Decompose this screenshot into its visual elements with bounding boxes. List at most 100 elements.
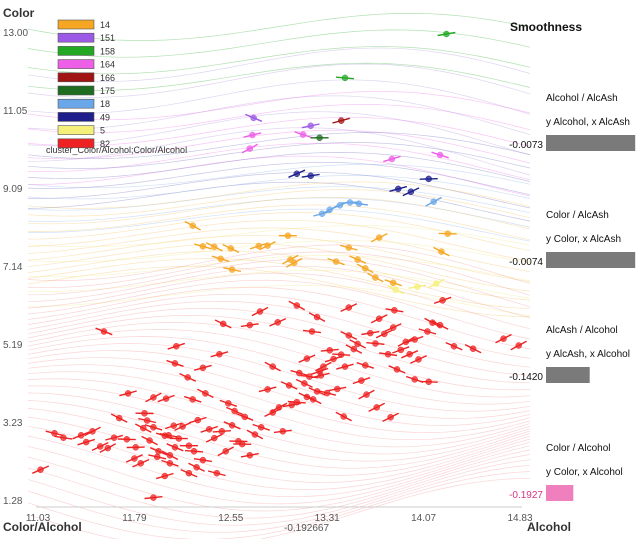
data-point-82[interactable] bbox=[439, 297, 446, 304]
data-point-82[interactable] bbox=[411, 336, 418, 343]
data-point-82[interactable] bbox=[246, 452, 254, 459]
data-point-14[interactable] bbox=[438, 248, 445, 255]
data-point-82[interactable] bbox=[173, 343, 180, 350]
data-point-82[interactable] bbox=[337, 351, 345, 358]
data-point-82[interactable] bbox=[222, 448, 229, 455]
data-point-82[interactable] bbox=[185, 442, 193, 449]
data-point-82[interactable] bbox=[189, 396, 196, 403]
data-point-82[interactable] bbox=[387, 414, 394, 421]
data-point-82[interactable] bbox=[381, 330, 388, 338]
data-point-82[interactable] bbox=[256, 308, 264, 315]
data-point-82[interactable] bbox=[415, 356, 422, 363]
data-point-82[interactable] bbox=[143, 417, 151, 424]
data-point-18[interactable] bbox=[326, 206, 333, 213]
data-point-82[interactable] bbox=[185, 469, 193, 477]
data-point-82[interactable] bbox=[274, 319, 281, 326]
data-point-82[interactable] bbox=[397, 346, 405, 354]
data-point-14[interactable] bbox=[332, 258, 340, 265]
data-point-82[interactable] bbox=[323, 389, 331, 397]
data-point-82[interactable] bbox=[345, 304, 353, 311]
data-point-82[interactable] bbox=[96, 443, 104, 450]
data-point-82[interactable] bbox=[264, 386, 271, 393]
data-point-82[interactable] bbox=[140, 424, 147, 432]
data-point-82[interactable] bbox=[313, 313, 321, 321]
data-point-82[interactable] bbox=[166, 460, 174, 467]
data-point-82[interactable] bbox=[391, 307, 398, 314]
data-point-14[interactable] bbox=[372, 274, 379, 281]
data-point-82[interactable] bbox=[170, 422, 177, 429]
data-point-82[interactable] bbox=[184, 374, 191, 381]
data-point-82[interactable] bbox=[308, 328, 316, 335]
data-point-14[interactable] bbox=[389, 279, 397, 287]
data-point-82[interactable] bbox=[171, 360, 179, 367]
data-point-82[interactable] bbox=[219, 320, 227, 328]
data-point-164[interactable] bbox=[246, 145, 254, 152]
data-point-82[interactable] bbox=[150, 494, 157, 501]
data-point-82[interactable] bbox=[194, 416, 202, 424]
data-point-82[interactable] bbox=[166, 452, 174, 459]
data-point-14[interactable] bbox=[264, 242, 271, 249]
data-point-82[interactable] bbox=[358, 377, 365, 384]
data-point-14[interactable] bbox=[444, 230, 451, 237]
data-point-49[interactable] bbox=[293, 170, 301, 178]
data-point-82[interactable] bbox=[51, 430, 58, 437]
data-point-82[interactable] bbox=[213, 469, 221, 477]
data-point-158[interactable] bbox=[443, 30, 450, 38]
data-point-82[interactable] bbox=[500, 335, 507, 342]
data-point-82[interactable] bbox=[373, 404, 380, 411]
data-point-14[interactable] bbox=[227, 245, 235, 252]
data-point-82[interactable] bbox=[146, 437, 153, 444]
data-point-82[interactable] bbox=[132, 444, 139, 451]
data-point-82[interactable] bbox=[218, 428, 226, 435]
data-point-82[interactable] bbox=[275, 404, 283, 411]
data-point-82[interactable] bbox=[330, 355, 337, 363]
data-point-82[interactable] bbox=[424, 328, 431, 335]
data-point-175[interactable] bbox=[316, 134, 323, 142]
data-point-82[interactable] bbox=[293, 398, 301, 406]
data-point-82[interactable] bbox=[161, 472, 169, 480]
data-point-82[interactable] bbox=[296, 369, 303, 377]
data-point-82[interactable] bbox=[362, 362, 369, 369]
data-point-14[interactable] bbox=[284, 232, 292, 239]
data-point-82[interactable] bbox=[334, 385, 341, 393]
data-point-82[interactable] bbox=[137, 460, 144, 467]
data-point-164[interactable] bbox=[249, 131, 256, 139]
data-point-49[interactable] bbox=[307, 172, 314, 180]
data-point-14[interactable] bbox=[290, 259, 298, 267]
data-point-82[interactable] bbox=[436, 321, 444, 329]
data-point-82[interactable] bbox=[326, 347, 333, 354]
data-point-158[interactable] bbox=[341, 74, 349, 82]
data-point-82[interactable] bbox=[205, 426, 213, 433]
data-point-82[interactable] bbox=[350, 345, 358, 353]
data-point-82[interactable] bbox=[303, 355, 311, 362]
data-point-18[interactable] bbox=[336, 202, 344, 209]
data-point-151[interactable] bbox=[250, 114, 257, 122]
data-point-49[interactable] bbox=[425, 175, 432, 183]
data-point-82[interactable] bbox=[316, 368, 323, 375]
data-point-82[interactable] bbox=[150, 394, 157, 401]
data-point-82[interactable] bbox=[82, 438, 90, 446]
data-point-151[interactable] bbox=[307, 122, 314, 130]
data-point-82[interactable] bbox=[60, 434, 67, 441]
data-point-164[interactable] bbox=[388, 155, 396, 163]
data-point-82[interactable] bbox=[89, 428, 96, 435]
data-point-82[interactable] bbox=[153, 453, 161, 461]
data-point-82[interactable] bbox=[141, 410, 148, 417]
data-point-82[interactable] bbox=[306, 373, 313, 380]
data-point-82[interactable] bbox=[225, 400, 232, 407]
data-point-164[interactable] bbox=[299, 131, 307, 138]
data-point-14[interactable] bbox=[375, 234, 383, 241]
data-point-14[interactable] bbox=[345, 244, 353, 251]
data-point-82[interactable] bbox=[124, 390, 132, 397]
data-point-82[interactable] bbox=[37, 466, 44, 473]
data-point-82[interactable] bbox=[469, 345, 477, 352]
data-point-82[interactable] bbox=[279, 428, 287, 435]
data-point-82[interactable] bbox=[389, 324, 397, 331]
data-point-14[interactable] bbox=[199, 243, 207, 250]
data-point-82[interactable] bbox=[251, 431, 259, 438]
data-point-82[interactable] bbox=[199, 456, 207, 464]
data-point-82[interactable] bbox=[190, 448, 198, 455]
data-point-14[interactable] bbox=[255, 242, 262, 250]
data-point-82[interactable] bbox=[372, 340, 379, 347]
data-point-82[interactable] bbox=[231, 407, 238, 415]
